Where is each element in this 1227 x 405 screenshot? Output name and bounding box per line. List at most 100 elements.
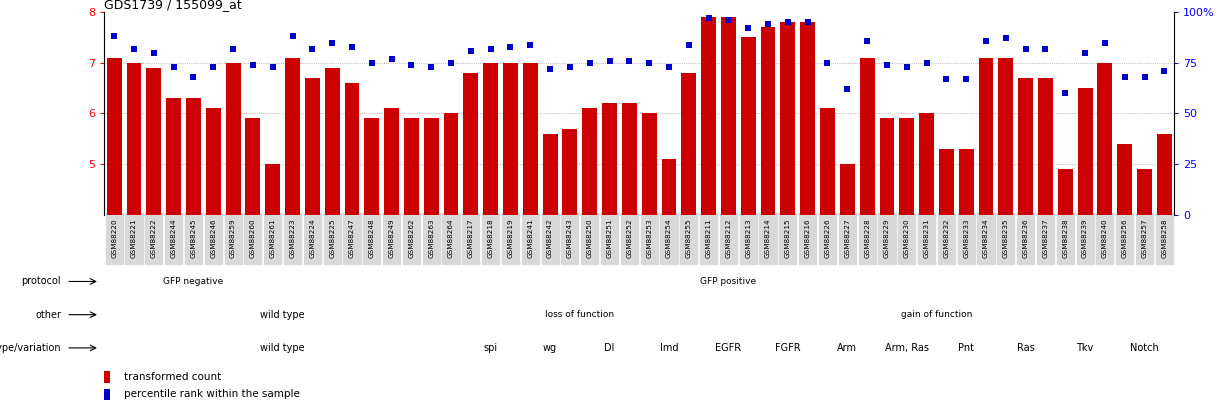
Point xyxy=(204,64,223,70)
Text: Tkv: Tkv xyxy=(1076,343,1093,353)
Point xyxy=(858,37,877,44)
Point xyxy=(243,62,263,68)
Point xyxy=(164,64,184,70)
Bar xyxy=(1038,78,1053,215)
Point xyxy=(1075,49,1094,56)
Text: Imd: Imd xyxy=(660,343,679,353)
Bar xyxy=(206,109,221,215)
Point xyxy=(817,60,837,66)
Point xyxy=(1135,74,1155,80)
Bar xyxy=(860,58,875,215)
Text: gain of function: gain of function xyxy=(901,310,972,319)
Text: percentile rank within the sample: percentile rank within the sample xyxy=(124,390,299,399)
Bar xyxy=(345,83,360,215)
Bar xyxy=(958,149,973,215)
Bar xyxy=(839,164,855,215)
Bar xyxy=(384,109,399,215)
Point xyxy=(104,33,124,40)
Bar xyxy=(503,63,518,215)
Point xyxy=(620,58,639,64)
Point xyxy=(936,76,956,82)
Bar xyxy=(820,109,834,215)
Text: other: other xyxy=(36,310,61,320)
Text: GDS1739 / 155099_at: GDS1739 / 155099_at xyxy=(104,0,242,11)
Bar xyxy=(562,129,578,215)
Bar xyxy=(681,73,696,215)
Point xyxy=(758,21,778,28)
Point xyxy=(778,19,798,26)
Bar xyxy=(166,98,182,215)
Bar xyxy=(583,109,598,215)
Point xyxy=(600,58,620,64)
Point xyxy=(124,45,144,52)
Bar xyxy=(939,149,953,215)
Point xyxy=(580,60,600,66)
Point xyxy=(382,55,401,62)
Point xyxy=(1094,39,1114,46)
Point xyxy=(323,39,342,46)
Point xyxy=(1155,68,1174,74)
Bar xyxy=(444,113,459,215)
Bar xyxy=(602,103,617,215)
Bar xyxy=(899,118,914,215)
Text: Notch: Notch xyxy=(1130,343,1158,353)
Point xyxy=(897,64,917,70)
Bar xyxy=(919,113,934,215)
Point xyxy=(263,64,282,70)
Point xyxy=(540,66,560,72)
Point xyxy=(679,41,698,48)
Point xyxy=(798,19,817,26)
Text: Dl: Dl xyxy=(605,343,615,353)
Bar xyxy=(999,58,1014,215)
Point xyxy=(421,64,440,70)
Text: loss of function: loss of function xyxy=(545,310,615,319)
Point xyxy=(223,45,243,52)
Point xyxy=(481,45,501,52)
Bar xyxy=(265,164,280,215)
Bar xyxy=(622,103,637,215)
Bar xyxy=(701,17,717,215)
Bar xyxy=(1077,88,1092,215)
Point xyxy=(719,17,739,23)
Point xyxy=(401,62,421,68)
Point xyxy=(1016,45,1036,52)
Bar xyxy=(542,134,557,215)
Bar xyxy=(364,118,379,215)
Point xyxy=(342,43,362,50)
Bar xyxy=(523,63,537,215)
Point xyxy=(461,47,481,54)
Point xyxy=(520,41,540,48)
Bar xyxy=(187,98,201,215)
Bar xyxy=(245,118,260,215)
Text: Arm: Arm xyxy=(837,343,858,353)
Text: EGFR: EGFR xyxy=(715,343,741,353)
Bar xyxy=(979,58,994,215)
Bar xyxy=(880,118,894,215)
Point xyxy=(144,49,163,56)
Bar xyxy=(226,63,240,215)
Point xyxy=(917,60,936,66)
Point xyxy=(184,74,204,80)
Text: GFP positive: GFP positive xyxy=(701,277,757,286)
Point xyxy=(442,60,461,66)
Point xyxy=(282,33,302,40)
Bar xyxy=(304,78,320,215)
Text: wild type: wild type xyxy=(260,343,306,353)
Text: protocol: protocol xyxy=(22,277,61,286)
Bar xyxy=(780,22,795,215)
Text: genotype/variation: genotype/variation xyxy=(0,343,61,353)
Point xyxy=(1036,45,1055,52)
Bar xyxy=(464,73,479,215)
Bar xyxy=(642,113,656,215)
Text: wild type: wild type xyxy=(260,310,306,320)
Point xyxy=(560,64,579,70)
Point xyxy=(1055,90,1075,96)
Bar xyxy=(741,38,756,215)
Point xyxy=(639,60,659,66)
Text: spi: spi xyxy=(483,343,498,353)
Text: GFP negative: GFP negative xyxy=(163,277,223,286)
Point xyxy=(303,45,323,52)
FancyBboxPatch shape xyxy=(104,371,109,383)
Bar xyxy=(1058,169,1072,215)
Bar xyxy=(483,63,498,215)
